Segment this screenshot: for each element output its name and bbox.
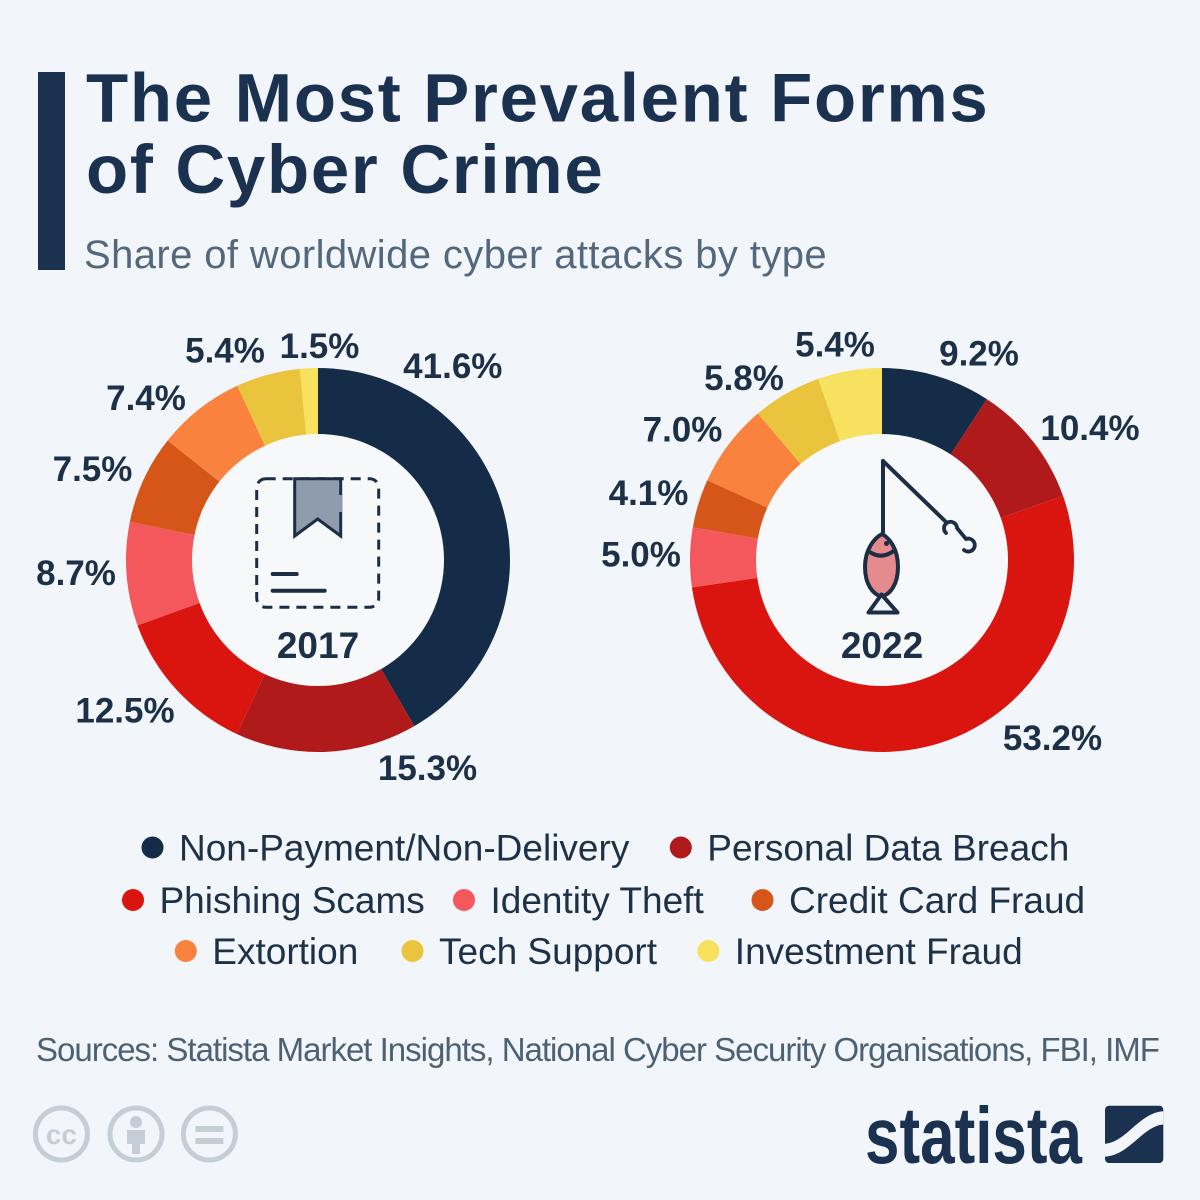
svg-text:4.1%: 4.1% — [609, 474, 689, 513]
svg-text:5.0%: 5.0% — [601, 536, 681, 575]
svg-text:of Cyber Crime: of Cyber Crime — [86, 131, 604, 208]
svg-text:7.0%: 7.0% — [643, 411, 723, 450]
svg-text:Identity Theft: Identity Theft — [491, 880, 705, 921]
svg-text:2022: 2022 — [841, 625, 923, 666]
svg-text:statista: statista — [865, 1091, 1082, 1180]
svg-text:Tech Support: Tech Support — [439, 931, 658, 972]
svg-text:The Most Prevalent Forms: The Most Prevalent Forms — [86, 60, 990, 137]
svg-text:Share of worldwide cyber attac: Share of worldwide cyber attacks by type — [84, 233, 827, 277]
svg-text:5.4%: 5.4% — [795, 326, 875, 365]
svg-text:1.5%: 1.5% — [280, 327, 360, 366]
svg-text:53.2%: 53.2% — [1003, 719, 1102, 758]
svg-text:Phishing Scams: Phishing Scams — [160, 880, 425, 921]
svg-text:10.4%: 10.4% — [1040, 409, 1139, 448]
svg-text:7.5%: 7.5% — [53, 450, 133, 489]
svg-text:cc: cc — [46, 1119, 77, 1150]
svg-text:2017: 2017 — [277, 625, 359, 666]
svg-text:8.7%: 8.7% — [36, 554, 116, 593]
svg-text:5.4%: 5.4% — [185, 332, 265, 371]
svg-text:Investment Fraud: Investment Fraud — [735, 931, 1023, 972]
svg-text:41.6%: 41.6% — [403, 347, 502, 386]
svg-text:12.5%: 12.5% — [75, 692, 174, 731]
svg-text:Non-Payment/Non-Delivery: Non-Payment/Non-Delivery — [179, 828, 630, 869]
svg-text:5.8%: 5.8% — [704, 359, 784, 398]
svg-text:15.3%: 15.3% — [378, 749, 477, 788]
svg-text:Extortion: Extortion — [212, 931, 358, 972]
svg-text:Credit Card Fraud: Credit Card Fraud — [789, 880, 1085, 921]
svg-text:Personal Data Breach: Personal Data Breach — [707, 828, 1069, 869]
svg-text:7.4%: 7.4% — [106, 379, 186, 418]
svg-text:9.2%: 9.2% — [939, 335, 1019, 374]
svg-text:Sources: Statista Market Insig: Sources: Statista Market Insights, Natio… — [36, 1031, 1159, 1068]
